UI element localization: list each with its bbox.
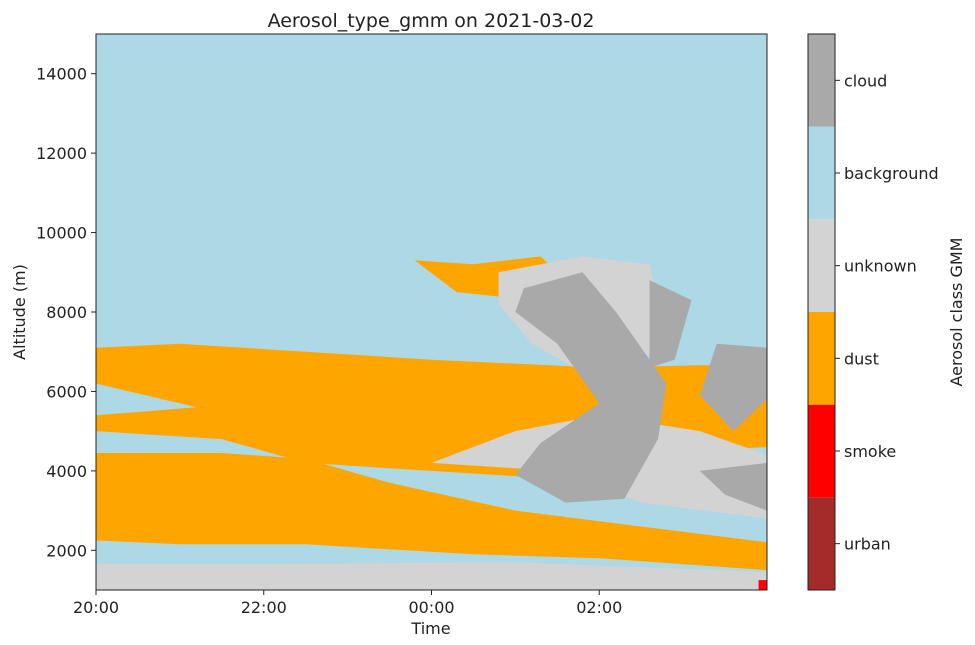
- colorbar-label-smoke: smoke: [844, 442, 896, 461]
- colorbar-label-dust: dust: [844, 349, 879, 368]
- colorbar-label-unknown: unknown: [844, 257, 917, 276]
- region-cloud-7: [515, 272, 667, 503]
- x-axis-label: Time: [410, 619, 450, 638]
- y-tick-label: 8000: [46, 303, 87, 322]
- x-tick-label: 22:00: [241, 598, 287, 617]
- y-tick-label: 2000: [46, 541, 87, 560]
- y-tick-label: 14000: [36, 65, 87, 84]
- chart-title: Aerosol_type_gmm on 2021-03-02: [268, 10, 595, 32]
- y-tick-label: 10000: [36, 224, 87, 243]
- x-tick-label: 20:00: [73, 598, 119, 617]
- colorbar: urban smoke dust unknown background cloud: [807, 33, 939, 591]
- y-tick-label: 12000: [36, 144, 87, 163]
- region-smoke-11: [758, 580, 767, 590]
- x-tick-label: 00:00: [408, 598, 454, 617]
- colorbar-label-cloud: cloud: [844, 71, 887, 90]
- colorbar-label: Aerosol class GMM: [947, 238, 966, 387]
- colorbar-segment-cloud: [808, 34, 835, 127]
- region-unknown-1: [96, 562, 767, 590]
- x-tick-label: 02:00: [576, 598, 622, 617]
- colorbar-segment-dust: [808, 312, 835, 405]
- x-axis-ticks: 20:00 22:00 00:00 02:00: [73, 590, 622, 617]
- colorbar-label-background: background: [844, 164, 939, 183]
- colorbar-frame: [807, 33, 836, 591]
- colorbar-label-urban: urban: [844, 535, 891, 554]
- region-cloud-9: [699, 343, 767, 432]
- colorbar-segment-background: [808, 126, 835, 220]
- y-axis-label: Altitude (m): [10, 264, 29, 360]
- colorbar-segment-smoke: [808, 404, 835, 498]
- region-dust-2: [96, 453, 767, 571]
- y-tick-label: 6000: [46, 382, 87, 401]
- region-cloud-10: [699, 462, 767, 511]
- region-cloud-8: [649, 280, 692, 368]
- y-tick-label: 4000: [46, 462, 87, 481]
- colorbar-segment-unknown: [808, 219, 835, 312]
- colorbar-segment-urban: [808, 497, 835, 590]
- y-axis-ticks: 2000 4000 6000 8000 10000 12000 14000: [36, 65, 96, 560]
- heatmap-plot-area: [96, 34, 767, 590]
